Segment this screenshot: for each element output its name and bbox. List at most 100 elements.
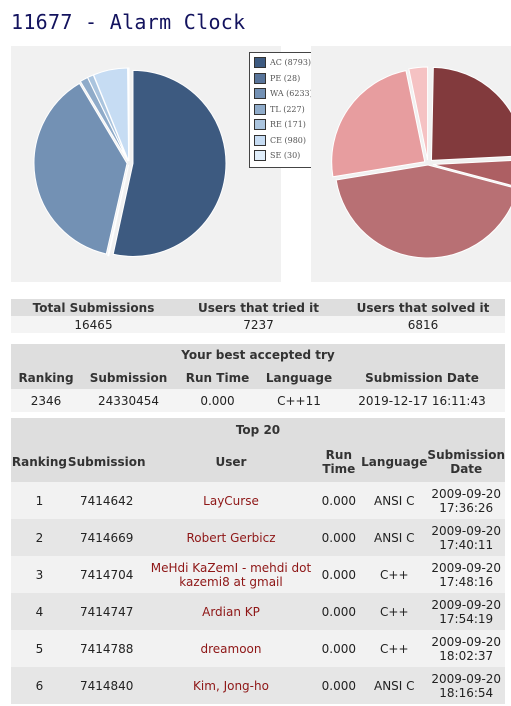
- date-time: 17:54:19: [439, 611, 494, 626]
- legend-label: WA (6233): [270, 89, 313, 98]
- best-header-date: Submission Date: [339, 366, 505, 389]
- date-time: 17:36:26: [439, 500, 494, 515]
- top20-header-user: User: [145, 442, 317, 482]
- legend-item: CE (980): [254, 134, 306, 147]
- best-try-caption: Your best accepted try: [11, 344, 505, 366]
- date-day: 2009-09-20: [431, 523, 502, 538]
- top20-header-submission: Submission: [67, 442, 146, 482]
- date-day: 2009-09-20: [431, 597, 502, 612]
- runtime-cell: 0.000: [316, 630, 362, 667]
- user-cell: dreamoon: [145, 630, 317, 667]
- legend-item: SE (30): [254, 149, 300, 162]
- date-time: 17:40:11: [439, 537, 494, 552]
- rank-cell: 3: [11, 556, 68, 593]
- date-cell: 2009-09-20 17:48:16: [427, 556, 505, 593]
- user-cell: Ardian KP: [145, 593, 317, 630]
- legend-item: PE (28): [254, 72, 300, 85]
- date-cell: 2009-09-20 18:16:54: [427, 667, 505, 704]
- date-cell: 2009-09-20 17:54:19: [427, 593, 505, 630]
- language-cell: ANSI C: [361, 667, 428, 704]
- runtime-cell: 0.000: [316, 667, 362, 704]
- date-cell: 2009-09-20 17:40:11: [427, 519, 505, 556]
- legend-item: WA (6233): [254, 87, 313, 100]
- legend-label: AC (8793): [270, 58, 312, 67]
- legend-swatch: [254, 119, 266, 130]
- pie-slice-pe: [107, 164, 130, 257]
- pie-slice-se: [127, 67, 130, 162]
- best-try-table: Your best accepted try Ranking Submissio…: [11, 344, 505, 412]
- top20-header-date: Submission Date: [427, 442, 505, 482]
- date-time: 18:16:54: [439, 685, 494, 700]
- language-pie-slice: [331, 70, 426, 178]
- table-row: 6 7414840 Kim, Jong-ho 0.000 ANSI C 2009…: [11, 667, 505, 704]
- user-cell: Kim, Jong-ho: [145, 667, 317, 704]
- language-pie-slice: [335, 164, 511, 259]
- user-cell: Robert Gerbicz: [145, 519, 317, 556]
- stats-table: Total Submissions Users that tried it Us…: [11, 299, 505, 333]
- stats-header-tried: Users that tried it: [176, 299, 341, 316]
- pie-slice-wa: [33, 82, 128, 255]
- table-row: 3 7414704 MeHdi KaZemI - mehdi dot kazem…: [11, 556, 505, 593]
- runtime-cell: 0.000: [316, 593, 362, 630]
- table-row: 2 7414669 Robert Gerbicz 0.000 ANSI C 20…: [11, 519, 505, 556]
- legend-label: CE (980): [270, 135, 307, 145]
- verdict-pie-svg: [33, 67, 227, 257]
- language-cell: C++: [361, 556, 428, 593]
- legend-label: TL (227): [270, 104, 305, 114]
- language-cell: ANSI C: [361, 482, 428, 519]
- legend-swatch: [254, 103, 266, 115]
- legend-item: AC (8793): [254, 56, 311, 69]
- date-cell: 2009-09-20 18:02:37: [427, 630, 505, 667]
- best-date: 2019-12-17 16:11:43: [339, 389, 505, 412]
- stats-solved-value: 6816: [341, 316, 505, 333]
- verdict-pie-chart: [11, 46, 281, 282]
- submission-cell: 7414747: [67, 593, 146, 630]
- legend-swatch: [254, 57, 266, 68]
- user-link[interactable]: Robert Gerbicz: [186, 530, 276, 545]
- runtime-cell: 0.000: [316, 519, 362, 556]
- best-header-ranking: Ranking: [11, 366, 81, 389]
- language-cell: C++: [361, 630, 428, 667]
- submission-cell: 7414704: [67, 556, 146, 593]
- rank-cell: 6: [11, 667, 68, 704]
- best-language: C++11: [259, 389, 339, 412]
- submission-cell: 7414840: [67, 667, 146, 704]
- user-link[interactable]: MeHdi KaZemI - mehdi dot kazemi8 at gmai…: [150, 560, 312, 589]
- language-cell: C++: [361, 593, 428, 630]
- stats-header-total: Total Submissions: [11, 299, 176, 316]
- legend-swatch: [254, 150, 266, 161]
- best-submission: 24330454: [81, 389, 176, 412]
- user-link[interactable]: LayCurse: [203, 493, 259, 508]
- legend-item: TL (227): [254, 103, 305, 116]
- language-pie-slice: [432, 160, 511, 186]
- date-day: 2009-09-20: [431, 560, 502, 575]
- legend-swatch: [254, 88, 266, 99]
- page-title: 11677 - Alarm Clock: [11, 10, 246, 34]
- user-link[interactable]: Kim, Jong-ho: [193, 678, 269, 693]
- legend-swatch: [254, 134, 266, 146]
- legend-swatch: [254, 72, 266, 84]
- legend-label: SE (30): [270, 151, 301, 160]
- date-day: 2009-09-20: [431, 486, 502, 501]
- stats-total-value: 16465: [11, 316, 176, 333]
- rank-cell: 2: [11, 519, 68, 556]
- legend-item: RE (171): [254, 118, 306, 131]
- date-day: 2009-09-20: [431, 634, 502, 649]
- user-link[interactable]: Ardian KP: [202, 604, 260, 619]
- language-cell: ANSI C: [361, 519, 428, 556]
- table-row: 1 7414642 LayCurse 0.000 ANSI C 2009-09-…: [11, 482, 505, 519]
- table-row: 4 7414747 Ardian KP 0.000 C++ 2009-09-20…: [11, 593, 505, 630]
- legend-label: RE (171): [270, 120, 306, 129]
- language-pie-chart: [311, 46, 511, 282]
- rank-cell: 5: [11, 630, 68, 667]
- rank-cell: 4: [11, 593, 68, 630]
- stats-tried-value: 7237: [176, 316, 341, 333]
- pie-slice-ac: [112, 69, 227, 257]
- top20-header-language: Language: [361, 442, 428, 482]
- rank-cell: 1: [11, 482, 68, 519]
- user-cell: MeHdi KaZemI - mehdi dot kazemi8 at gmai…: [145, 556, 317, 593]
- submission-cell: 7414642: [67, 482, 146, 519]
- user-link[interactable]: dreamoon: [200, 641, 262, 656]
- runtime-cell: 0.000: [316, 556, 362, 593]
- best-runtime: 0.000: [176, 389, 259, 412]
